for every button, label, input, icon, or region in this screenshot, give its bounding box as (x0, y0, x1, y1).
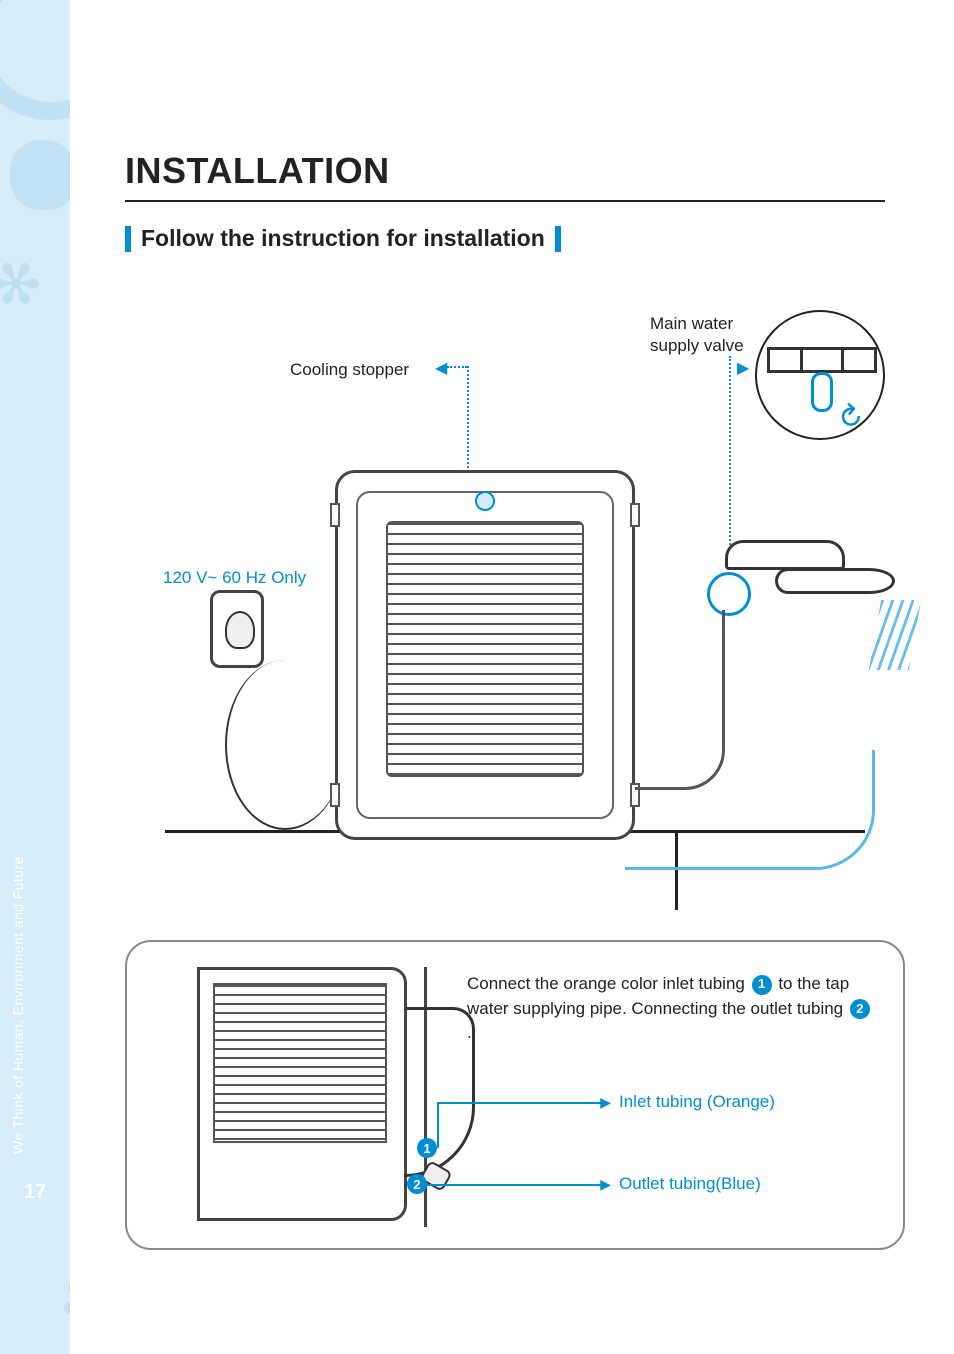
power-cord-icon (225, 660, 345, 830)
side-slot-icon (330, 503, 340, 527)
title-underline (125, 200, 885, 202)
valve-stem-icon (803, 347, 841, 373)
accent-bar-icon (555, 226, 561, 252)
valve-label-line2: supply valve (650, 336, 744, 356)
valve-handle-icon (811, 372, 833, 412)
power-plug-icon (225, 611, 255, 649)
power-spec-label: 120 V~ 60 Hz Only (163, 568, 306, 588)
page-number: 17 (24, 1181, 46, 1204)
callout-badge-2: 2 (407, 1174, 427, 1194)
inline-badge-1: 1 (752, 975, 772, 995)
arrow-line (527, 1184, 607, 1186)
side-slot-icon (630, 503, 640, 527)
content-area: INSTALLATION Follow the instruction for … (70, 0, 954, 1354)
leader-line (437, 1102, 527, 1104)
outlet-tubing-label: Outlet tubing(Blue) (619, 1174, 761, 1194)
leader-line (447, 366, 467, 368)
cooling-stopper-label: Cooling stopper (290, 360, 409, 380)
vent-grille-icon (386, 521, 584, 777)
subtitle-row: Follow the instruction for installation (125, 225, 561, 252)
valve-label-line1: Main water (650, 314, 733, 334)
leader-line (437, 1102, 439, 1148)
outlet-tube-line (625, 750, 875, 870)
callout-badge-1: 1 (417, 1138, 437, 1158)
accent-bar-icon (125, 226, 131, 252)
leader-line (427, 1184, 527, 1186)
faucet-handle-icon (725, 540, 845, 570)
vent-grille-icon (213, 983, 387, 1143)
valve-detail-inset: ↻ (755, 310, 885, 440)
instruction-part1: Connect the orange color inlet tubing (467, 974, 750, 993)
side-slot-icon (330, 783, 340, 807)
arrow-line (527, 1102, 607, 1104)
leader-line (467, 366, 469, 476)
inline-badge-2: 2 (850, 999, 870, 1019)
valve-nut-icon (841, 347, 877, 373)
device-inner-frame (356, 491, 614, 819)
appliance-back-panel (335, 470, 635, 840)
instruction-text: Connect the orange color inlet tubing 1 … (467, 972, 877, 1046)
deco-star-icon: ✻ (0, 242, 54, 328)
faucet-spout-icon (775, 568, 895, 594)
wall-outlet-icon (210, 590, 264, 668)
water-spray-icon (869, 600, 921, 670)
instruction-part3: . (467, 1023, 472, 1042)
power-cord-icon (405, 1007, 475, 1177)
installation-diagram: Cooling stopper ◀ 120 V~ 60 Hz Only Main… (125, 300, 905, 920)
arrow-left-icon: ◀ (435, 358, 447, 378)
side-tagline: We Think of Human, Environment and Futur… (10, 856, 26, 1154)
subtitle-text: Follow the instruction for installation (141, 225, 545, 252)
rotate-arrow-icon: ↻ (829, 396, 871, 439)
tubing-diagram: 1 2 Connect the orange color inlet tubin… (125, 940, 905, 1250)
valve-nut-icon (767, 347, 803, 373)
leader-line (729, 356, 731, 556)
cooling-stopper-knob-icon (475, 491, 495, 511)
appliance-side-view (167, 967, 427, 1227)
inlet-tubing-label: Inlet tubing (Orange) (619, 1092, 775, 1112)
arrow-right-icon: ▶ (737, 358, 749, 378)
page-title: INSTALLATION (125, 150, 390, 192)
